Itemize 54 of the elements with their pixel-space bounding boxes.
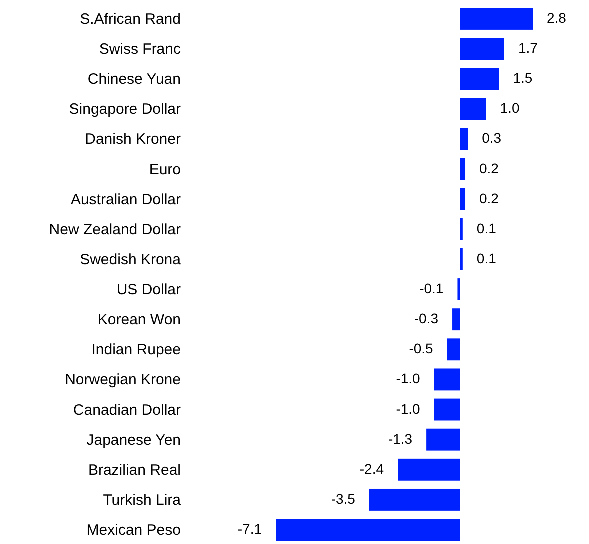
data-label: -1.0 [396,370,421,387]
y-tick-label: Turkish Lira [103,492,182,509]
bar [434,368,460,391]
y-tick-label: Brazilian Real [88,462,181,479]
bar [460,158,466,180]
data-label: -1.3 [388,430,413,447]
bar [434,398,460,421]
y-tick-label: Mexican Peso [86,522,181,540]
bar [426,428,460,451]
y-tick-label: Euro [149,161,181,178]
y-tick-label: Singapore Dollar [69,101,181,118]
data-label: 0.1 [476,220,497,236]
data-label: -3.5 [331,490,356,507]
data-label: -0.5 [409,340,434,357]
y-tick-label: Norwegian Krone [65,372,181,389]
bar [398,458,460,481]
bar [460,98,486,120]
y-tick-label: Japanese Yen [86,432,181,449]
y-tick-label: Indian Rupee [92,342,181,359]
data-label: -0.3 [414,310,439,327]
data-label: 0.3 [482,130,502,146]
data-label: -2.4 [360,460,384,477]
y-tick-label: S.African Rand [80,10,181,28]
bar [452,308,460,331]
data-label: 0.2 [480,190,500,206]
bar [460,128,468,150]
y-tick-label: Chinese Yuan [88,71,181,88]
bar [458,278,460,301]
y-tick-label: New Zealand Dollar [49,221,181,238]
bar [460,188,466,210]
data-label: 2.8 [547,10,567,26]
data-label: 0.2 [480,160,500,176]
y-tick-label: Canadian Dollar [73,402,181,419]
y-tick-label: US Dollar [116,282,181,299]
bar [460,68,500,90]
bar [369,488,460,511]
data-label: 1.0 [500,100,520,116]
bar [460,218,463,240]
data-label: 1.5 [513,70,533,86]
bar [447,338,460,361]
y-tick-label: Swedish Krona [80,251,182,268]
bar [460,38,504,60]
y-tick-label: Korean Won [98,312,181,329]
data-label: 0.1 [476,250,497,266]
bar [460,8,533,30]
data-label: -0.1 [420,280,444,297]
y-tick-label: Australian Dollar [70,191,182,208]
data-label: -1.0 [396,400,421,417]
bar [276,519,460,541]
y-tick-label: Danish Kroner [85,131,181,148]
data-label: -7.1 [238,521,262,538]
y-tick-label: Swiss Franc [99,41,182,58]
data-label: 1.7 [518,40,538,56]
bar [460,248,463,270]
